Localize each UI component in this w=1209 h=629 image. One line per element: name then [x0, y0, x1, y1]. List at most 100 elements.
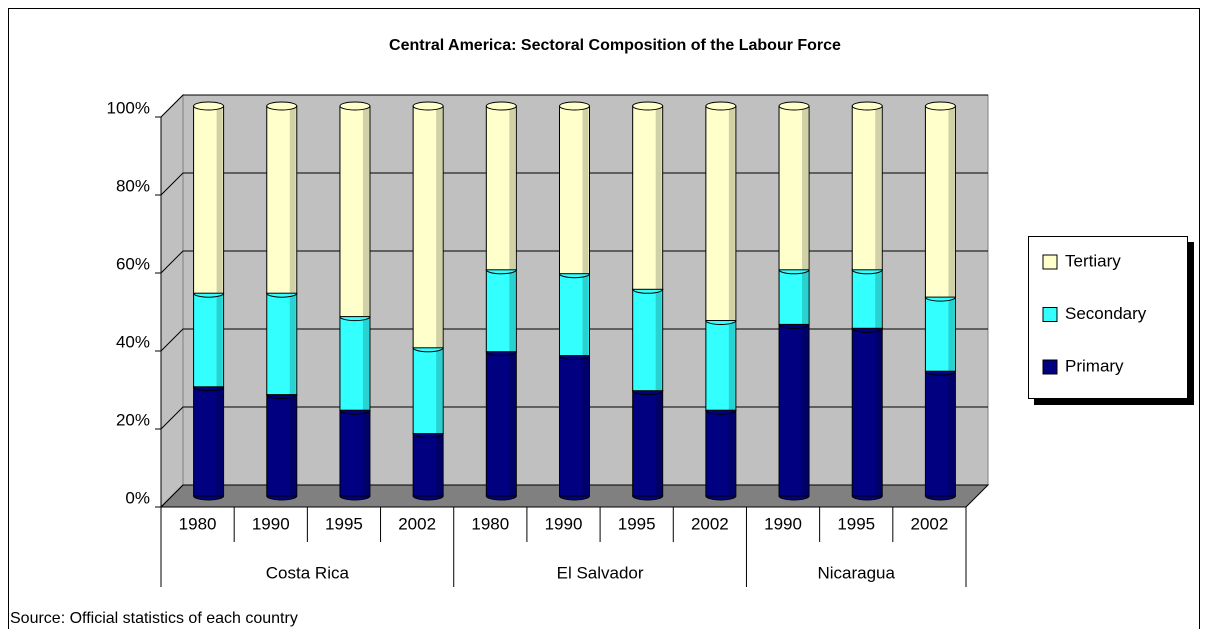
bar-shade	[875, 269, 882, 329]
bar-shade	[655, 106, 662, 290]
bar	[632, 105, 664, 290]
bar-shade	[289, 106, 296, 294]
bar	[193, 292, 225, 388]
chart-title: Central America: Sectoral Composition of…	[389, 37, 841, 54]
bar	[632, 390, 664, 497]
bar-shade	[216, 293, 223, 387]
legend-swatch	[1042, 307, 1058, 322]
bar-shade	[216, 106, 223, 294]
y-tick-label: 80%	[116, 176, 150, 195]
bar-shade	[216, 386, 223, 496]
bar	[266, 394, 298, 497]
bar-shade	[728, 106, 735, 321]
bar-shade	[289, 293, 296, 395]
y-tick-label: 40%	[116, 332, 150, 351]
x-tick-label: 2002	[910, 514, 948, 533]
bar	[266, 292, 298, 396]
group-label: Nicaragua	[817, 563, 895, 582]
y-tick-label: 60%	[116, 254, 150, 273]
bar-shade	[509, 106, 516, 270]
bar	[778, 269, 810, 325]
bar-shade	[948, 106, 955, 298]
bar	[339, 316, 371, 411]
x-tick-label: 2002	[398, 514, 436, 533]
bar-shade	[802, 324, 809, 496]
bar	[412, 347, 444, 435]
bar-shade	[948, 297, 955, 372]
legend-label: Tertiary	[1065, 251, 1121, 270]
bar-cap	[559, 101, 590, 111]
bar	[339, 105, 371, 318]
x-tick-label: 1990	[764, 514, 802, 533]
group-label: Costa Rica	[266, 563, 350, 582]
legend-swatch	[1042, 254, 1058, 270]
x-tick-label: 1995	[837, 514, 875, 533]
bar	[851, 327, 883, 497]
bar-shade	[509, 269, 516, 352]
bar-shade	[728, 320, 735, 411]
bar	[559, 273, 590, 357]
bar-cap	[705, 101, 737, 111]
bar	[485, 269, 517, 353]
x-tick-label: 1980	[179, 514, 217, 533]
bar-shade	[802, 106, 809, 270]
bar-shade	[436, 106, 443, 348]
x-tick-label: 2002	[691, 514, 729, 533]
bar-shade	[362, 410, 369, 496]
bar-cap	[412, 101, 444, 111]
legend-label: Primary	[1065, 356, 1124, 375]
bar	[778, 105, 810, 271]
bar-shade	[875, 328, 882, 496]
bar	[851, 105, 883, 271]
bar	[266, 105, 298, 294]
bar	[705, 105, 737, 321]
bar	[412, 105, 444, 349]
bar-cap	[778, 101, 810, 111]
bar	[851, 269, 883, 329]
bar-shade	[582, 106, 589, 274]
bar	[412, 433, 444, 497]
bar-cap	[485, 101, 517, 111]
bar-shade	[436, 433, 443, 496]
bar	[705, 320, 737, 411]
bar-shade	[728, 410, 735, 496]
bar-shade	[289, 394, 296, 496]
bar-cap	[924, 101, 956, 111]
bar	[559, 355, 590, 497]
x-tick-label: 1990	[545, 514, 583, 533]
bar-shade	[362, 106, 369, 317]
bar-shade	[875, 106, 882, 270]
bar-cap	[266, 101, 298, 111]
legend-label: Secondary	[1065, 304, 1147, 323]
group-label: El Salvador	[557, 563, 644, 582]
bar-shade	[655, 289, 662, 391]
bar-shade	[948, 371, 955, 496]
bar-cap	[193, 101, 225, 111]
bar-shade	[509, 351, 516, 496]
bar-shade	[582, 273, 589, 356]
y-tick-label: 100%	[107, 98, 150, 117]
bar-cap	[851, 101, 883, 111]
bar	[705, 409, 737, 497]
bar-shade	[802, 269, 809, 325]
bar-cap	[632, 101, 664, 111]
bar	[778, 323, 810, 497]
bar	[632, 288, 664, 392]
y-tick-label: 0%	[125, 488, 150, 507]
source-note: Source: Official statistics of each coun…	[10, 610, 298, 627]
x-tick-label: 1990	[252, 514, 290, 533]
x-tick-label: 1980	[471, 514, 509, 533]
bar-shade	[582, 355, 589, 496]
grid-line	[160, 94, 988, 118]
bar	[485, 351, 517, 497]
x-tick-label: 1995	[618, 514, 656, 533]
bar	[485, 105, 517, 271]
x-tick-label: 1995	[325, 514, 363, 533]
bar	[924, 105, 956, 298]
bar-shade	[436, 347, 443, 434]
y-tick-label: 20%	[116, 410, 150, 429]
bar	[924, 370, 956, 497]
side-wall	[160, 93, 184, 509]
bar-shade	[655, 390, 662, 496]
